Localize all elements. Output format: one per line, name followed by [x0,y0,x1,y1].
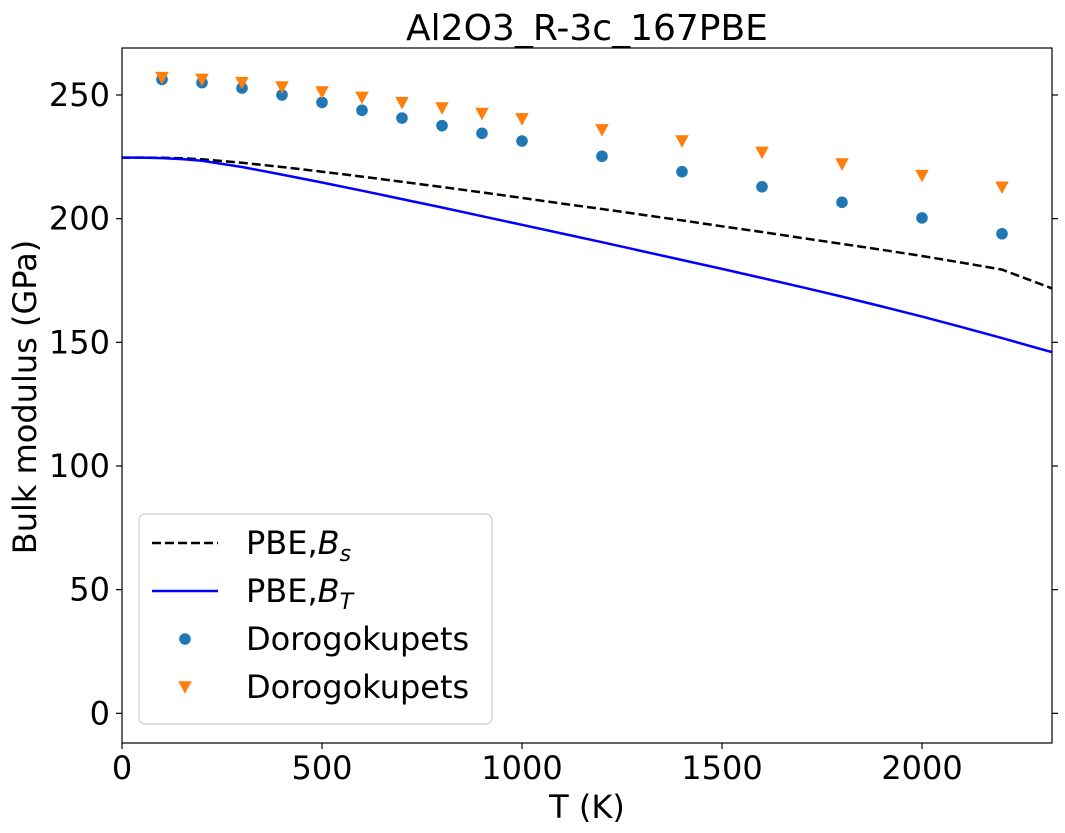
x-tick-label-1: 500 [291,749,352,787]
series-2-point-5 [356,104,368,117]
x-tick-label-2: 1000 [481,749,562,787]
x-tick-label-3: 1500 [681,749,762,787]
series-3-point-6 [395,96,409,110]
legend: PBE,Bs PBE,BT Dorogokupets Dorogokupets [138,513,493,725]
series-3-point-7 [435,102,449,115]
series-2-point-14 [916,212,928,224]
legend-label-1-subscript: T [340,590,355,615]
series-3-point-2 [235,76,249,90]
legend-label-0-symbol: B [318,524,340,562]
series-3-point-1 [195,73,209,87]
series-3-point-12 [755,146,769,160]
series-3-point-10 [595,124,609,137]
y-axis-label: Bulk modulus (GPa) [6,240,44,554]
y-tick-label-1: 50 [69,571,110,609]
series-2-point-7 [436,119,448,132]
series-2-point-6 [396,112,408,124]
chart-title: Al2O3_R-3c_167PBE [406,8,768,49]
series-3-point-4 [315,86,329,99]
series-3-point-11 [675,135,689,148]
y-tick-label-0: 0 [90,694,110,732]
legend-label-1: PBE,BT [246,572,355,615]
series-2-point-3 [276,89,288,101]
legend-label-0: PBE,Bs [246,524,351,567]
legend-box [138,513,493,725]
series-3-point-13 [835,158,849,171]
series-2-point-12 [756,180,768,193]
series-2-point-11 [676,165,688,178]
x-tick-label-4: 2000 [881,749,962,787]
series-2-point-4 [316,96,328,109]
x-axis-label: T (K) [548,788,625,826]
series-2-point-9 [516,135,528,147]
legend-label-3: Dorogokupets [246,668,469,706]
series-3-point-5 [355,91,369,105]
y-tick-label-3: 150 [49,323,110,361]
series-1-line [122,156,1052,354]
x-tick-label-0: 0 [112,749,132,787]
y-tick-label-4: 200 [49,200,110,238]
plot-frame [121,47,1053,744]
series-2-point-15 [996,227,1008,240]
plot-area: 0 500 1000 1500 2000050100150200250PBE,BsPBE… [49,47,1058,787]
series-3-point-14 [915,169,929,183]
legend-label-0-subscript: s [340,542,351,567]
series-3-point-0 [155,71,169,85]
series-3-point-15 [995,181,1009,195]
legend-swatch-3 [178,681,192,694]
y-tick-label-5: 250 [49,76,110,114]
series-3-point-9 [515,113,529,126]
legend-label-1-symbol: B [318,572,340,610]
series-3-point-8 [475,107,489,121]
legend-label-2: Dorogokupets [246,620,469,658]
series-3-point-3 [275,81,289,94]
legend-swatch-2 [179,633,191,645]
series-2-point-10 [596,150,608,163]
series-0-line [122,156,1052,290]
series-2-point-13 [836,196,848,209]
series-2-point-8 [476,127,488,140]
y-tick-label-2: 100 [49,447,110,485]
